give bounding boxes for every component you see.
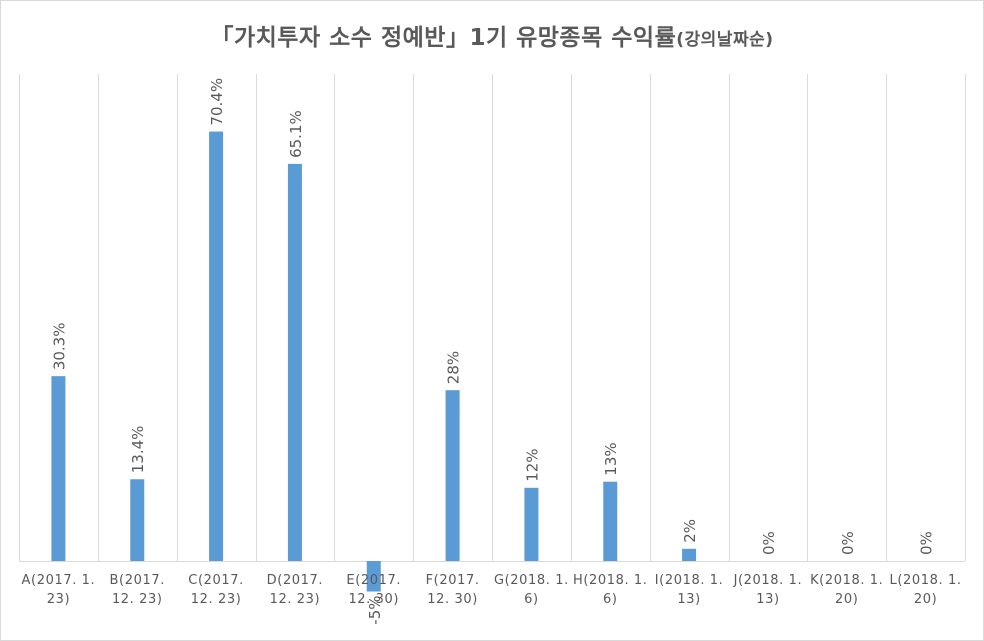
- x-tick-label: B(2017.: [110, 573, 165, 588]
- x-tick-label: 6): [524, 592, 539, 607]
- x-tick-labels: A(2017. 1. 23) B(2017. 12. 23) C(2017. 12. 23…: [22, 573, 962, 607]
- data-label: 28%: [445, 351, 463, 384]
- data-label: 30.3%: [50, 323, 68, 371]
- x-tick-label: C(2017.: [188, 573, 244, 588]
- x-tick-label: 12. 30): [348, 592, 399, 607]
- data-label: 0%: [839, 531, 857, 555]
- data-label: 13.4%: [129, 426, 147, 474]
- x-tick-label: J(2018. 1.: [733, 573, 803, 588]
- x-tick-label: F(2017.: [426, 573, 480, 588]
- x-tick-label: 13): [677, 592, 700, 607]
- bar: [209, 131, 224, 561]
- bar: [287, 163, 302, 561]
- x-tick-label: G(2018. 1.: [494, 573, 569, 588]
- bar: [366, 561, 381, 592]
- data-label: 70.4%: [208, 78, 226, 126]
- chart-title: 「가치투자 소수 정예반」1기 유망종목 수익률: [210, 25, 677, 51]
- data-label: 12%: [523, 448, 541, 481]
- bars: [51, 131, 697, 592]
- x-tick-label: A(2017. 1.: [22, 573, 96, 588]
- bar: [682, 548, 697, 561]
- chart-title-row: 「가치투자 소수 정예반」1기 유망종목 수익률(강의날짜순): [0, 18, 984, 52]
- data-label: 13%: [602, 442, 620, 475]
- data-label: 65.1%: [287, 110, 305, 158]
- x-tick-label: 20): [914, 592, 937, 607]
- x-tick-label: I(2018. 1.: [655, 573, 724, 588]
- x-tick-label: 12. 23): [191, 592, 242, 607]
- x-tick-label: 12. 30): [427, 592, 478, 607]
- data-label: 0%: [760, 531, 778, 555]
- x-tick-label: 20): [835, 592, 858, 607]
- x-tick-label: 12. 23): [112, 592, 163, 607]
- gridlines: [19, 74, 966, 562]
- bar: [51, 376, 66, 561]
- bar: [524, 487, 539, 561]
- bar: [445, 390, 460, 561]
- x-tick-label: H(2018. 1.: [573, 573, 648, 588]
- x-tick-label: D(2017.: [267, 573, 324, 588]
- data-label: 0%: [918, 531, 936, 555]
- x-tick-label: K(2018. 1.: [810, 573, 883, 588]
- bar: [130, 479, 145, 561]
- chart-subtitle: (강의날짜순): [676, 30, 774, 50]
- x-tick-label: E(2017.: [346, 573, 401, 588]
- x-tick-label: 13): [756, 592, 779, 607]
- data-labels: 30.3% 13.4% 70.4% 65.1% -5% 28% 12% 13% 2% 0% 0% 0%: [50, 78, 935, 625]
- x-tick-label: 12. 23): [270, 592, 321, 607]
- x-tick-label: 23): [47, 592, 70, 607]
- bar: [603, 481, 618, 561]
- x-tick-label: L(2018. 1.: [890, 573, 962, 588]
- data-label: 2%: [681, 519, 699, 543]
- data-label: -5%: [366, 596, 384, 625]
- x-tick-label: 6): [603, 592, 618, 607]
